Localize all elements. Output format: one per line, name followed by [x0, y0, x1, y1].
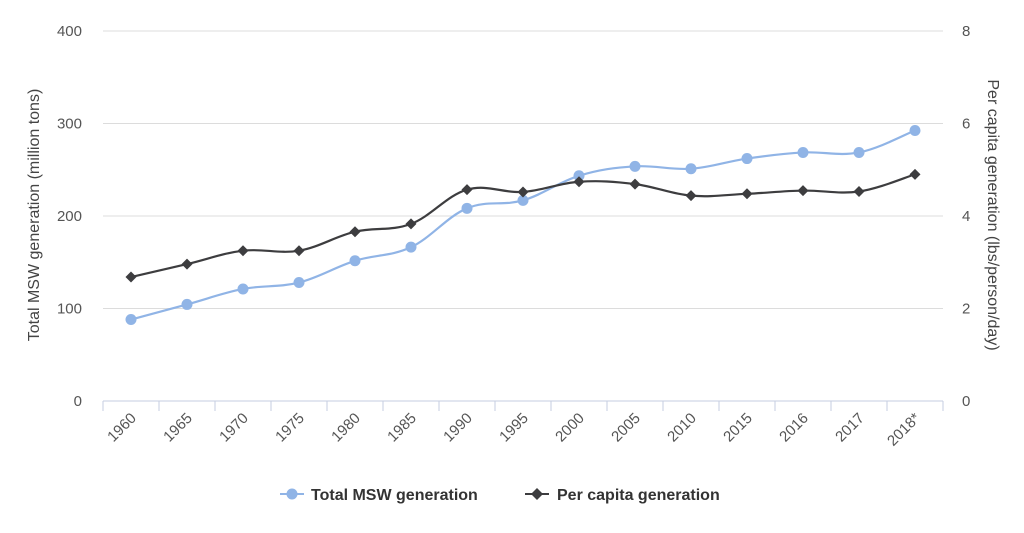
x-tick-label: 1960 — [104, 410, 140, 446]
x-tick-label: 1990 — [440, 410, 476, 446]
legend-marker-total-msw — [286, 488, 298, 500]
y-right-tick-label: 0 — [962, 393, 970, 410]
legend-item-per-capita[interactable]: Per capita generation — [525, 487, 720, 504]
data-point-total-msw — [181, 298, 193, 310]
data-point-per-capita — [349, 226, 361, 238]
x-tick-label: 1975 — [272, 410, 308, 446]
x-tick-label: 2016 — [776, 410, 812, 446]
y-right-tick-label: 4 — [962, 208, 970, 225]
axes — [102, 400, 944, 411]
data-point-per-capita — [125, 271, 137, 283]
data-point-per-capita — [237, 245, 249, 257]
data-point-per-capita — [629, 178, 641, 190]
y-right-tick-label: 6 — [962, 116, 970, 133]
legend-item-total-msw[interactable]: Total MSW generation — [280, 487, 478, 504]
y-right-tick-label: 2 — [962, 301, 970, 318]
data-point-per-capita — [853, 185, 865, 197]
data-point-total-msw — [237, 283, 249, 295]
data-point-per-capita — [797, 185, 809, 197]
legend-marker-per-capita — [531, 488, 543, 500]
data-point-per-capita — [461, 184, 473, 196]
data-point-total-msw — [349, 255, 361, 267]
y-right-tick-label: 8 — [962, 23, 970, 40]
data-point-per-capita — [741, 188, 753, 200]
x-tick-label: 1965 — [160, 410, 196, 446]
x-tick-label: 2015 — [720, 410, 756, 446]
y-axis-left-title: Total MSW generation (million tons) — [26, 89, 43, 342]
data-point-total-msw — [573, 170, 585, 182]
x-tick-label: 1995 — [496, 410, 532, 446]
data-point-per-capita — [685, 190, 697, 202]
x-tick-label: 2017 — [832, 410, 868, 446]
x-tick-label: 1970 — [216, 410, 252, 446]
data-point-per-capita — [909, 168, 921, 180]
legend: Total MSW generation Per capita generati… — [280, 487, 720, 504]
x-tick-label: 2000 — [552, 410, 588, 446]
x-axis-ticks: 1960 1965 1970 1975 1980 1985 1990 1995 2000 2005… — [104, 410, 924, 450]
data-point-total-msw — [461, 202, 473, 214]
legend-label-total-msw: Total MSW generation — [311, 487, 478, 504]
x-tick-label: 2005 — [608, 410, 644, 446]
series — [125, 125, 921, 326]
y-axis-left-ticks: 0 100 200 300 400 — [57, 23, 82, 410]
x-tick-label: 2018* — [884, 410, 924, 450]
x-tick-label: 1980 — [328, 410, 364, 446]
data-point-per-capita — [181, 258, 193, 270]
x-tick-label: 1985 — [384, 410, 420, 446]
data-point-total-msw — [405, 241, 417, 253]
y-left-tick-label: 300 — [57, 116, 82, 133]
data-point-total-msw — [741, 153, 753, 165]
data-point-total-msw — [685, 163, 697, 175]
y-left-tick-label: 400 — [57, 23, 82, 40]
data-point-per-capita — [293, 245, 305, 257]
y-axis-right-title: Per capita generation (lbs/person/day) — [984, 79, 1001, 350]
y-left-tick-label: 0 — [74, 393, 82, 410]
x-tick-label: 2010 — [664, 410, 700, 446]
data-point-total-msw — [517, 194, 529, 206]
y-left-tick-label: 100 — [57, 301, 82, 318]
data-point-per-capita — [405, 218, 417, 230]
data-point-total-msw — [909, 125, 921, 137]
data-point-per-capita — [573, 176, 585, 188]
data-point-total-msw — [293, 277, 305, 289]
y-left-tick-label: 200 — [57, 208, 82, 225]
series-line-total-msw — [130, 129, 916, 321]
data-point-total-msw — [125, 314, 137, 326]
gridlines — [103, 30, 943, 309]
data-point-per-capita — [517, 186, 529, 198]
data-point-total-msw — [853, 146, 865, 158]
data-point-total-msw — [797, 146, 809, 158]
legend-label-per-capita: Per capita generation — [557, 487, 720, 504]
y-axis-right-ticks: 0 2 4 6 8 — [962, 23, 970, 410]
data-point-total-msw — [629, 160, 641, 172]
